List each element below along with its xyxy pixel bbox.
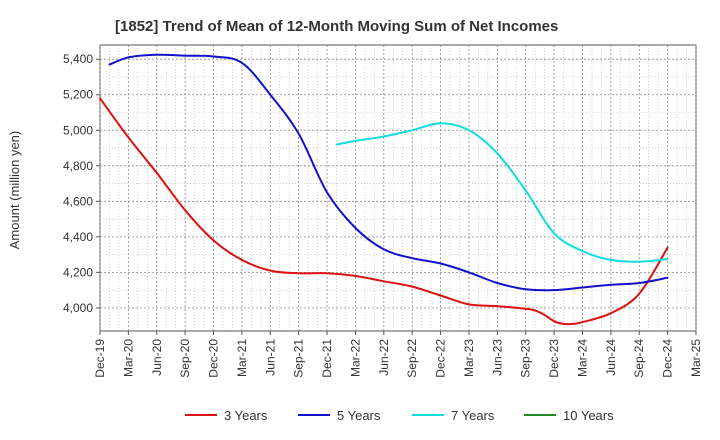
- x-tick-label: Dec-23: [547, 339, 561, 378]
- series-line-2: [108, 53, 669, 292]
- series-lines: [99, 53, 669, 326]
- x-tick-label: Jun-23: [490, 339, 504, 376]
- legend: 3 Years 5 Years 7 Years 10 Years: [185, 408, 614, 423]
- y-tick-label: 5,200: [63, 88, 93, 102]
- x-tick-label: Sep-22: [405, 339, 419, 378]
- series-line-1: [99, 97, 669, 326]
- legend-label-1: 3 Years: [224, 408, 268, 423]
- x-tick-label: Dec-19: [93, 339, 107, 378]
- legend-label-3: 7 Years: [451, 408, 495, 423]
- x-tick-label: Sep-20: [178, 339, 192, 378]
- x-tick-label: Mar-24: [575, 339, 589, 377]
- x-tick-label: Mar-23: [462, 339, 476, 377]
- x-tick-label: Sep-23: [519, 339, 533, 378]
- x-tick-label: Mar-22: [348, 339, 362, 377]
- y-tick-label: 4,800: [63, 159, 93, 173]
- y-tick-label: 5,400: [63, 52, 93, 66]
- x-tick-label: Jun-22: [377, 339, 391, 376]
- x-tick-label: Dec-22: [434, 339, 448, 378]
- y-tick-label: 4,000: [63, 301, 93, 315]
- x-tick-label: Sep-21: [292, 339, 306, 378]
- y-axis-ticks: 4,000 4,200 4,400 4,600 4,800 5,000 5,200 5,400: [63, 52, 100, 315]
- x-tick-label: Dec-24: [661, 339, 675, 378]
- legend-label-4: 10 Years: [563, 408, 614, 423]
- y-tick-label: 4,400: [63, 230, 93, 244]
- legend-label-2: 5 Years: [337, 408, 381, 423]
- plot-area: [99, 44, 697, 332]
- x-tick-label: Mar-21: [235, 339, 249, 377]
- chart-title: [1852] Trend of Mean of 12-Month Moving …: [115, 18, 558, 35]
- x-axis-ticks: Dec-19 Mar-20 Jun-20 Sep-20 Dec-20 Mar-21 Jun-…: [93, 331, 703, 378]
- grid-lines: [99, 45, 697, 331]
- x-tick-label: Mar-20: [121, 339, 135, 377]
- series-line-3: [335, 122, 669, 263]
- x-tick-label: Sep-24: [632, 339, 646, 378]
- x-tick-label: Jun-21: [263, 339, 277, 376]
- x-tick-label: Jun-20: [150, 339, 164, 376]
- y-axis-label: Amount (million yen): [7, 131, 22, 250]
- x-tick-label: Jun-24: [604, 339, 618, 376]
- x-tick-label: Dec-21: [320, 339, 334, 378]
- y-tick-label: 4,200: [63, 265, 93, 279]
- y-tick-label: 5,000: [63, 123, 93, 137]
- x-tick-label: Dec-20: [207, 339, 221, 378]
- y-tick-label: 4,600: [63, 194, 93, 208]
- x-tick-label: Mar-25: [689, 339, 703, 377]
